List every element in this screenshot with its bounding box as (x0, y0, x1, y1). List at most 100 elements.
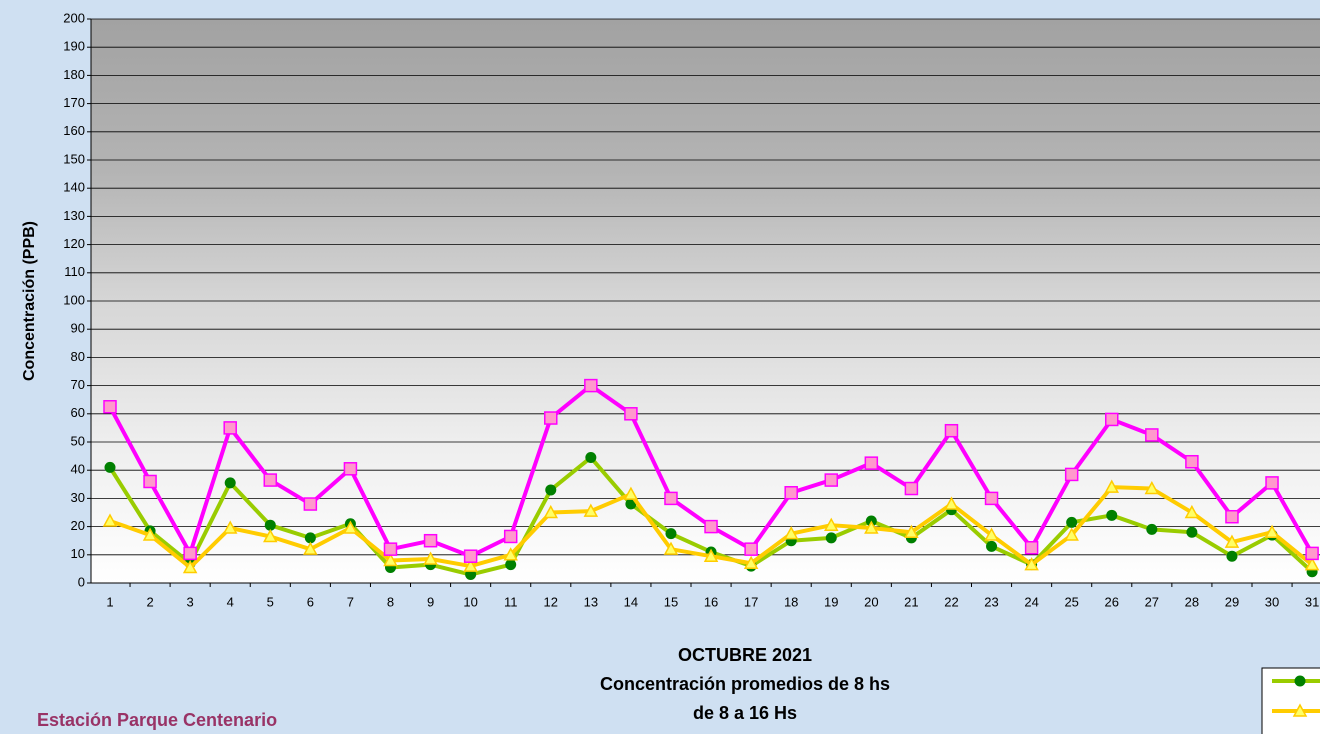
data-point (625, 408, 637, 420)
y-tick-label: 0 (78, 574, 85, 589)
x-tick-label: 18 (784, 594, 798, 609)
data-point (585, 380, 597, 392)
data-point (1226, 551, 1237, 562)
y-tick-label: 100 (63, 292, 85, 307)
data-point (1146, 524, 1157, 535)
x-tick-label: 26 (1105, 594, 1119, 609)
data-point (1106, 413, 1118, 425)
y-axis-label: Concentración (PPB) (21, 221, 38, 381)
y-tick-label: 80 (71, 349, 85, 364)
y-tick-label: 190 (63, 39, 85, 54)
x-tick-label: 30 (1265, 594, 1279, 609)
data-point (545, 484, 556, 495)
x-tick-label: 5 (267, 594, 274, 609)
data-point (825, 474, 837, 486)
y-tick-label: 30 (71, 490, 85, 505)
y-tick-label: 70 (71, 377, 85, 392)
page: {"chart_data": { "type": "line", "title"… (0, 0, 1320, 734)
x-tick-label: 14 (624, 594, 638, 609)
data-point (1306, 547, 1318, 559)
x-tick-label: 16 (704, 594, 718, 609)
data-point (705, 521, 717, 533)
data-point (826, 532, 837, 543)
y-tick-label: 50 (71, 433, 85, 448)
x-tick-label: 10 (463, 594, 477, 609)
y-tick-label: 40 (71, 462, 85, 477)
x-tick-label: 12 (544, 594, 558, 609)
y-tick-label: 200 (63, 10, 85, 25)
data-point (665, 492, 677, 504)
x-tick-label: 7 (347, 594, 354, 609)
x-tick-label: 19 (824, 594, 838, 609)
x-tick-label: 15 (664, 594, 678, 609)
x-tick-label: 21 (904, 594, 918, 609)
data-point (865, 457, 877, 469)
data-point (225, 477, 236, 488)
y-tick-label: 180 (63, 67, 85, 82)
data-point (1066, 517, 1077, 528)
data-point (785, 487, 797, 499)
chart-title: de 8 a 16 Hs (693, 703, 797, 723)
data-point (585, 452, 596, 463)
legend-marker (1295, 676, 1306, 687)
x-tick-label: 20 (864, 594, 878, 609)
x-tick-label: 25 (1064, 594, 1078, 609)
x-tick-label: 1 (106, 594, 113, 609)
chart-title: OCTUBRE 2021 (678, 645, 812, 665)
data-point (986, 492, 998, 504)
y-tick-label: 150 (63, 151, 85, 166)
x-tick-label: 24 (1024, 594, 1038, 609)
x-tick-label: 29 (1225, 594, 1239, 609)
y-tick-label: 90 (71, 321, 85, 336)
data-point (1026, 542, 1038, 554)
data-point (1266, 477, 1278, 489)
x-tick-label: 17 (744, 594, 758, 609)
data-point (665, 528, 676, 539)
x-tick-label: 9 (427, 594, 434, 609)
data-point (304, 498, 316, 510)
y-tick-label: 110 (64, 264, 85, 279)
data-point (505, 559, 516, 570)
data-point (384, 543, 396, 555)
x-tick-label: 3 (187, 594, 194, 609)
x-tick-label: 13 (584, 594, 598, 609)
chart-title: Concentración promedios de 8 hs (600, 674, 890, 694)
data-point (545, 412, 557, 424)
x-tick-label: 8 (387, 594, 394, 609)
chart: Concentración (PPB) OCTUBRE 2021 Concent… (0, 0, 1320, 734)
station-name: Estación Parque Centenario (37, 710, 277, 730)
data-point (1186, 456, 1198, 468)
y-tick-label: 130 (63, 208, 85, 223)
data-point (1186, 527, 1197, 538)
x-tick-label: 6 (307, 594, 314, 609)
data-point (144, 475, 156, 487)
data-point (425, 535, 437, 547)
y-tick-label: 10 (71, 546, 85, 561)
data-point (986, 541, 997, 552)
data-point (945, 425, 957, 437)
data-point (224, 422, 236, 434)
data-point (1226, 511, 1238, 523)
data-point (264, 474, 276, 486)
y-tick-label: 120 (63, 236, 85, 251)
x-tick-label: 23 (984, 594, 998, 609)
x-tick-label: 27 (1145, 594, 1159, 609)
x-tick-label: 31 (1305, 594, 1319, 609)
data-point (184, 547, 196, 559)
x-tick-label: 4 (227, 594, 234, 609)
data-point (905, 483, 917, 495)
data-point (505, 530, 517, 542)
y-tick-label: 160 (63, 123, 85, 138)
x-tick-label: 2 (146, 594, 153, 609)
data-point (1146, 429, 1158, 441)
data-point (465, 550, 477, 562)
x-tick-label: 22 (944, 594, 958, 609)
x-tick-label: 28 (1185, 594, 1199, 609)
y-tick-label: 60 (71, 405, 85, 420)
y-tick-label: 20 (71, 518, 85, 533)
data-point (105, 462, 116, 473)
data-point (745, 543, 757, 555)
y-tick-label: 140 (63, 180, 85, 195)
data-point (104, 401, 116, 413)
data-point (344, 463, 356, 475)
